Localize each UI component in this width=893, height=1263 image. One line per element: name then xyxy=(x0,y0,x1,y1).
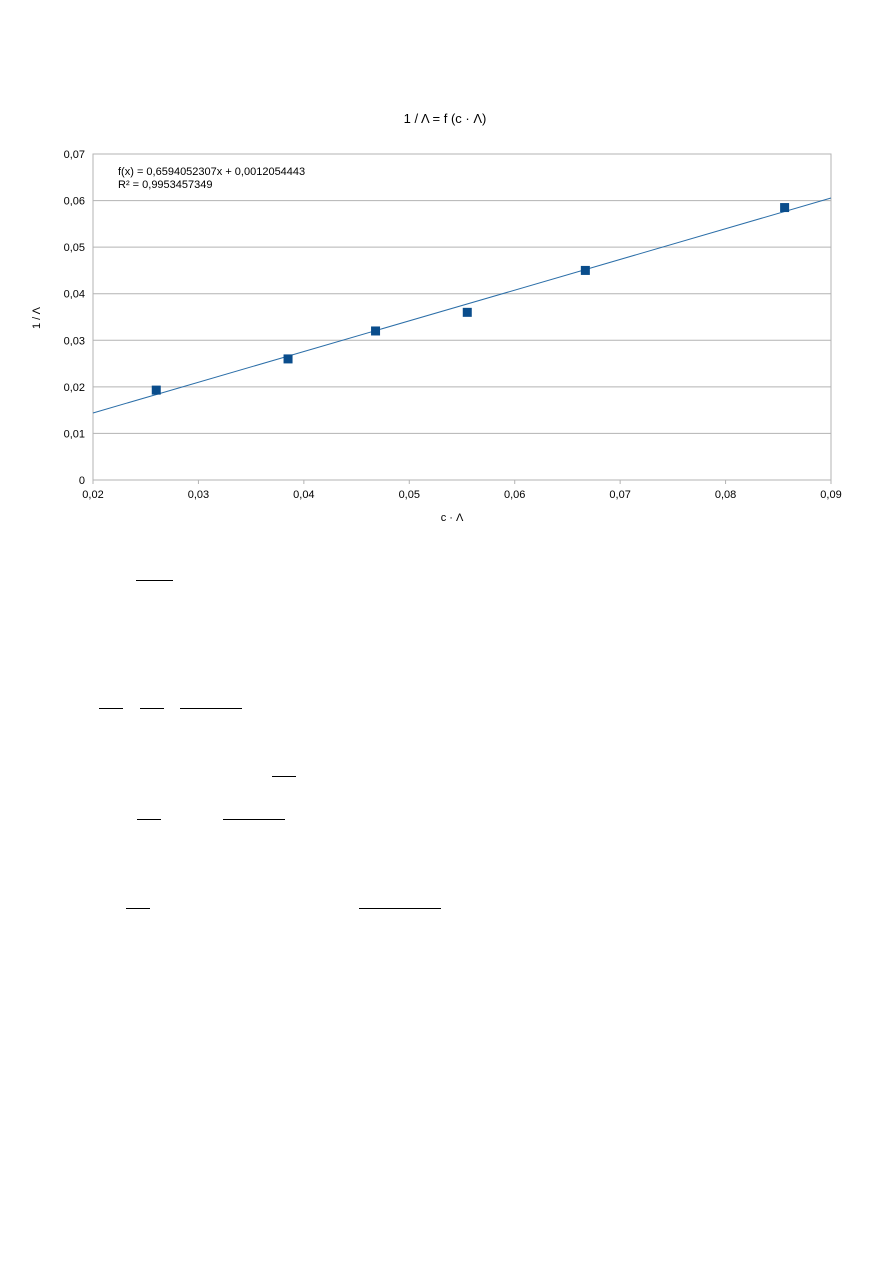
x-tick-label: 0,08 xyxy=(715,489,736,501)
y-tick-labels: 0 0,01 0,02 0,03 0,04 0,05 0,06 0,07 xyxy=(64,149,85,487)
y-tick-label: 0,06 xyxy=(64,196,85,208)
fraction-bar xyxy=(126,908,150,909)
scatter-chart: 1 / Λ = f (c · Λ) 00,010,020,030,040,050… xyxy=(31,111,842,524)
trendline xyxy=(92,197,832,414)
chart-title: 1 / Λ = f (c · Λ) xyxy=(404,111,487,126)
y-tick-label: 0,01 xyxy=(64,428,85,440)
y-tick-label: 0 xyxy=(79,475,85,487)
plot-area-border xyxy=(92,153,832,481)
y-axis-label: 1 / Λ xyxy=(31,306,43,329)
data-point xyxy=(462,307,472,317)
data-point xyxy=(780,203,790,213)
x-tick-labels: 0,02 0,03 0,04 0,05 0,06 0,07 0,08 0,09 xyxy=(82,489,841,501)
trendline-r2: R² = 0,9953457349 xyxy=(118,179,213,191)
data-point xyxy=(283,354,293,364)
x-tick-label: 0,04 xyxy=(293,489,314,501)
data-point xyxy=(580,265,590,275)
y-tick-label: 0,02 xyxy=(64,382,85,394)
y-tick-label: 0,03 xyxy=(64,335,85,347)
fraction-bar xyxy=(137,819,161,820)
trendline-equation: f(x) = 0,6594052307x + 0,0012054443 xyxy=(118,166,305,178)
fraction-bar xyxy=(140,708,164,709)
x-tick-label: 0,07 xyxy=(609,489,630,501)
x-tick-marks xyxy=(92,480,832,484)
x-tick-label: 0,02 xyxy=(82,489,103,501)
x-tick-label: 0,05 xyxy=(399,489,420,501)
x-tick-label: 0,09 xyxy=(820,489,841,501)
x-tick-label: 0,06 xyxy=(504,489,525,501)
fraction-bar xyxy=(136,580,173,581)
y-tick-label: 0,05 xyxy=(64,242,85,254)
fraction-bar xyxy=(223,819,285,820)
fraction-bar xyxy=(180,708,242,709)
y-tick-label: 0,04 xyxy=(64,289,85,301)
y-gridlines xyxy=(93,153,831,481)
fraction-bar xyxy=(99,708,123,709)
data-point xyxy=(151,385,161,395)
y-tick-label: 0,07 xyxy=(64,149,85,161)
fraction-bar xyxy=(272,776,296,777)
data-point xyxy=(371,326,381,336)
fraction-bar xyxy=(359,908,441,909)
data-points xyxy=(151,203,790,395)
x-tick-label: 0,03 xyxy=(188,489,209,501)
x-axis-label: c · Λ xyxy=(441,512,464,524)
